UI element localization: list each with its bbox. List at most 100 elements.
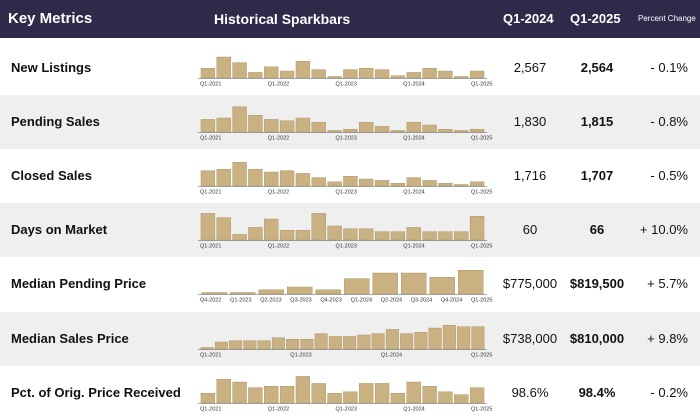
percent-change-value: + 9.8% bbox=[647, 331, 688, 346]
spark-bar bbox=[264, 171, 279, 187]
spark-bar bbox=[390, 231, 406, 241]
spark-bar bbox=[343, 69, 358, 79]
spark-tick-label: Q1-2024 bbox=[403, 136, 424, 142]
spark-bar bbox=[295, 230, 311, 241]
metric-label: New Listings bbox=[11, 60, 92, 75]
spark-tick-label: Q1-2021 bbox=[200, 244, 221, 250]
spark-bar bbox=[248, 227, 263, 241]
spark-tick-label: Q3-2023 bbox=[290, 298, 311, 304]
spark-bar bbox=[422, 386, 437, 404]
spark-bar bbox=[390, 75, 406, 79]
spark-bar bbox=[454, 184, 469, 187]
spark-bar bbox=[343, 176, 358, 187]
spark-bar bbox=[359, 122, 374, 133]
spark-bar bbox=[232, 62, 247, 79]
q1-2024-value: 98.6% bbox=[511, 385, 549, 400]
spark-bar bbox=[200, 213, 216, 241]
spark-bar bbox=[248, 72, 263, 79]
spark-bar bbox=[454, 394, 469, 404]
spark-bar bbox=[200, 170, 216, 187]
spark-bar bbox=[457, 326, 471, 350]
spark-bar bbox=[300, 339, 314, 350]
spark-bar bbox=[343, 228, 358, 241]
spark-bar bbox=[248, 115, 263, 133]
spark-tick-label: Q1-2022 bbox=[268, 244, 289, 250]
spark-bar bbox=[248, 169, 263, 187]
spark-tick-label: Q3-2024 bbox=[411, 298, 432, 304]
spark-bar bbox=[327, 130, 342, 133]
spark-bar bbox=[359, 383, 374, 404]
spark-tick-label: Q1-2023 bbox=[336, 82, 357, 88]
spark-bar bbox=[428, 327, 442, 350]
spark-bar bbox=[248, 387, 263, 404]
q1-2024-value: 60 bbox=[522, 222, 538, 237]
spark-bar bbox=[406, 122, 421, 133]
spark-bar bbox=[327, 393, 342, 404]
spark-tick-label: Q1-2025 bbox=[471, 190, 492, 196]
spark-tick-label: Q1-2025 bbox=[471, 136, 492, 142]
percent-change-heading: Percent Change bbox=[638, 14, 696, 23]
metric-label: Pending Sales bbox=[11, 114, 100, 129]
spark-bar bbox=[469, 70, 485, 79]
spark-bar bbox=[279, 120, 295, 133]
spark-bar bbox=[343, 391, 358, 404]
spark-bar bbox=[295, 61, 311, 79]
spark-bar bbox=[327, 225, 342, 241]
spark-bar bbox=[390, 130, 406, 133]
spark-bar bbox=[258, 289, 284, 295]
spark-bar bbox=[216, 117, 231, 133]
spark-bar bbox=[422, 231, 437, 241]
sparkbar-chart: Q4-2022 Q1-2023 Q2-2023 Q3-2023 Q4-2023 Q1-20… bbox=[198, 269, 492, 304]
spark-bar bbox=[232, 381, 247, 404]
spark-bar bbox=[374, 231, 390, 241]
spark-bar bbox=[438, 129, 453, 133]
spark-bar bbox=[311, 383, 326, 404]
spark-tick-label: Q1-2021 bbox=[200, 353, 221, 359]
spark-bar bbox=[343, 336, 357, 350]
metric-row-new-listings: New Listings 2,567 2,564- 0.1% Q1-2021 Q1-20… bbox=[0, 41, 700, 95]
sparkbar-chart: Q1-2021 Q1-2022 Q1-2023 Q1-2024 Q1-2025 bbox=[198, 213, 492, 250]
percent-change-value: - 0.8% bbox=[650, 114, 688, 129]
spark-bar bbox=[390, 393, 406, 404]
spark-bar bbox=[400, 333, 414, 350]
spark-tick-label: Q1-2023 bbox=[336, 244, 357, 250]
metric-row-days-on-market: Days on Market 60 66 + 10.0% Q1-2021 Q1-2022 Q… bbox=[0, 203, 700, 257]
spark-bar bbox=[406, 177, 421, 187]
spark-bar bbox=[315, 289, 341, 295]
spark-tick-label: Q1-2022 bbox=[268, 82, 289, 88]
sparkbar-chart: Q1-2021 Q1-2022 Q1-2023 Q1-2024 Q1-2025 bbox=[198, 106, 492, 142]
spark-bar bbox=[458, 269, 484, 295]
spark-bar bbox=[359, 228, 374, 241]
spark-bar bbox=[314, 333, 328, 350]
spark-bar bbox=[229, 340, 243, 350]
spark-bar bbox=[264, 386, 279, 404]
spark-tick-label: Q1-2024 bbox=[403, 190, 424, 196]
spark-bar bbox=[264, 66, 279, 79]
q1-2024-heading: Q1-2024 bbox=[503, 11, 554, 26]
spark-bar bbox=[232, 234, 247, 241]
q1-2024-value: $775,000 bbox=[502, 276, 558, 291]
percent-change-value: + 5.7% bbox=[647, 276, 688, 291]
spark-bar bbox=[279, 230, 295, 241]
spark-bar bbox=[438, 391, 453, 404]
spark-tick-label: Q1-2024 bbox=[403, 244, 424, 250]
spark-tick-label: Q1-2024 bbox=[351, 298, 372, 304]
sparkbar-chart: Q1-2021 Q1-2022 Q1-2023 Q1-2024 Q1-2025 bbox=[198, 376, 492, 413]
q1-2024-value: 1,830 bbox=[513, 114, 547, 129]
spark-bar bbox=[279, 386, 295, 404]
spark-tick-label: Q2-2024 bbox=[381, 298, 402, 304]
spark-bar bbox=[438, 70, 453, 79]
spark-tick-label: Q1-2021 bbox=[200, 407, 221, 413]
spark-tick-label: Q2-2023 bbox=[260, 298, 281, 304]
spark-bar bbox=[311, 122, 326, 133]
spark-bar bbox=[216, 56, 231, 79]
spark-bar bbox=[216, 378, 231, 404]
spark-bar bbox=[201, 292, 227, 295]
percent-change-value: - 0.2% bbox=[650, 385, 688, 400]
spark-bar bbox=[401, 272, 427, 295]
sparkbar-chart: Q1-2021 Q1-2022 Q1-2023 Q1-2024 Q1-2025 bbox=[198, 161, 492, 196]
spark-bar bbox=[200, 347, 214, 350]
spark-tick-label: Q1-2023 bbox=[336, 136, 357, 142]
spark-bar bbox=[344, 278, 370, 295]
spark-tick-label: Q4-2022 bbox=[200, 298, 221, 304]
